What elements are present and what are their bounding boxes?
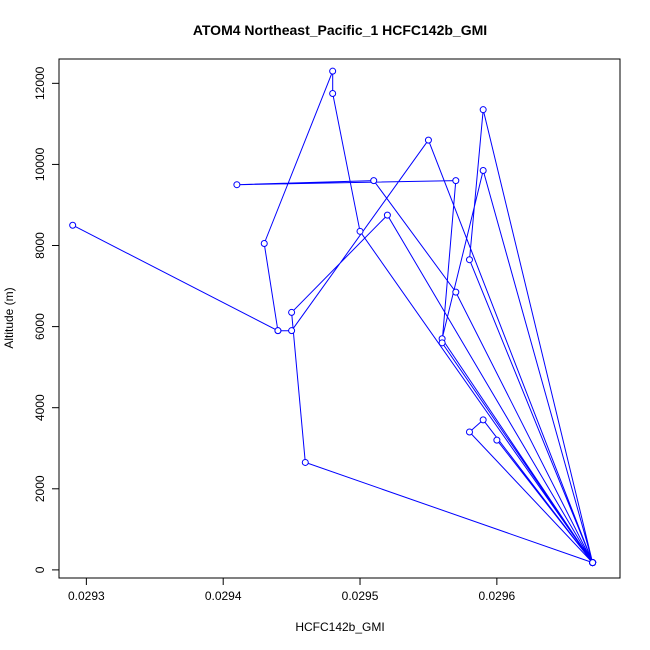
data-point	[465, 256, 473, 264]
data-point	[301, 458, 309, 466]
y-tick-label: 4000	[33, 394, 47, 421]
data-point	[329, 67, 337, 75]
plot-frame	[58, 58, 621, 579]
x-tick-label: 0.0294	[205, 589, 242, 603]
data-point	[274, 327, 282, 335]
data-point	[329, 89, 337, 97]
data-point	[69, 221, 77, 229]
x-tick-label: 0.0295	[342, 589, 379, 603]
y-tick-label: 8000	[33, 232, 47, 259]
series-layer	[69, 67, 597, 567]
data-point	[233, 181, 241, 189]
chart-title: ATOM4 Northeast_Pacific_1 HCFC142b_GMI	[193, 22, 487, 38]
x-tick-label: 0.0296	[479, 589, 516, 603]
data-point	[452, 288, 460, 296]
data-point	[438, 339, 446, 347]
data-point	[288, 308, 296, 316]
data-point	[479, 106, 487, 114]
data-point	[288, 327, 296, 335]
x-tick-label: 0.0293	[68, 589, 105, 603]
data-point	[260, 239, 268, 247]
y-tick-label: 6000	[33, 313, 47, 340]
data-point	[589, 559, 597, 567]
x-axis-label: HCFC142b_GMI	[295, 620, 384, 634]
data-point	[452, 177, 460, 185]
y-tick-label: 0	[33, 566, 47, 573]
series-line	[72, 71, 594, 564]
data-point	[493, 436, 501, 444]
data-point	[356, 227, 364, 235]
y-axis: 0 2000 4000 6000 8000 10000 12000	[33, 66, 60, 573]
data-point	[370, 177, 378, 185]
y-tick-label: 2000	[33, 475, 47, 502]
data-point	[424, 136, 432, 144]
y-axis-label: Altitude (m)	[2, 287, 16, 348]
data-point	[479, 416, 487, 424]
y-tick-label: 10000	[33, 147, 47, 181]
x-axis: 0.0293 0.0294 0.0295 0.0296	[68, 577, 516, 603]
data-point	[383, 211, 391, 219]
data-point	[465, 428, 473, 436]
y-tick-label: 12000	[33, 66, 47, 100]
data-point	[479, 167, 487, 175]
